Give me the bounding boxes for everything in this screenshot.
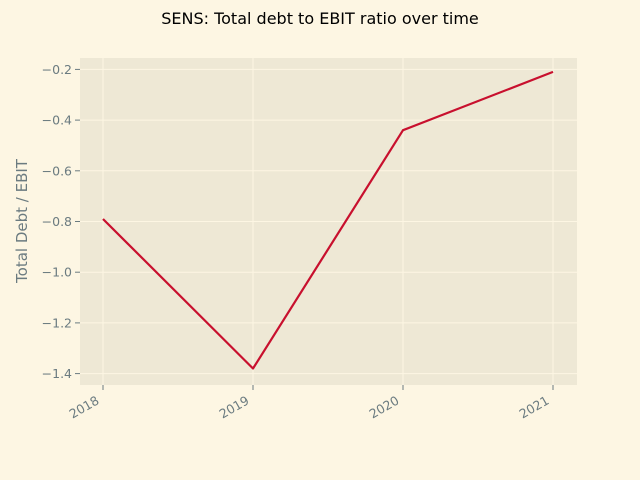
grid-lines (80, 58, 577, 385)
y-tick-label: −1.4 (42, 366, 72, 381)
y-tick-label: −0.2 (42, 62, 72, 77)
y-tick-label: −1.2 (42, 315, 72, 330)
y-tick-label: −1.0 (42, 265, 72, 280)
series-line (102, 70, 554, 370)
chart-title: SENS: Total debt to EBIT ratio over time (161, 9, 479, 28)
y-tick-label: −0.8 (42, 214, 72, 229)
y-axis-ticks: −0.2 −0.4 −0.6 −0.8 −1.0 −1.2 −1.4 (42, 62, 80, 381)
y-tick-label: −0.4 (42, 113, 72, 128)
y-tick-label: −0.6 (42, 163, 72, 178)
y-axis-label: Total Debt / EBIT (13, 158, 31, 284)
